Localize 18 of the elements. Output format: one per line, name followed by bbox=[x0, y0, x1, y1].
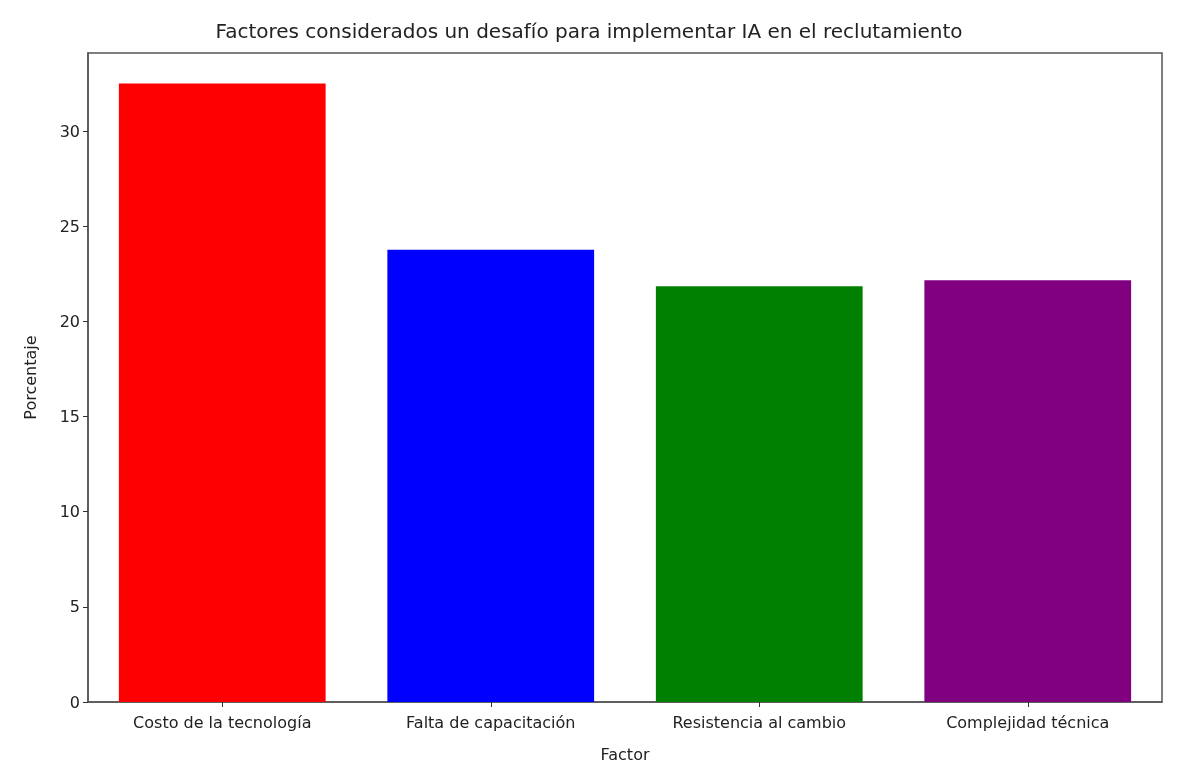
x-tick-label: Costo de la tecnología bbox=[133, 712, 312, 732]
chart-title: Factores considerados un desafío para implementar IA en el reclutamiento bbox=[215, 19, 963, 43]
x-tick-label: Complejidad técnica bbox=[946, 712, 1110, 732]
x-axis-title: Factor bbox=[600, 744, 650, 764]
y-tick-label: 0 bbox=[69, 692, 80, 712]
bar bbox=[924, 280, 1132, 702]
bar bbox=[655, 286, 863, 702]
y-tick-label: 10 bbox=[59, 502, 80, 522]
y-tick-label: 20 bbox=[59, 311, 80, 331]
y-tick-label: 15 bbox=[59, 407, 80, 427]
x-tick-label: Resistencia al cambio bbox=[672, 712, 847, 732]
y-tick-label: 30 bbox=[59, 121, 80, 141]
y-tick-label: 25 bbox=[59, 216, 80, 236]
y-tick-label: 5 bbox=[69, 597, 80, 617]
bar bbox=[118, 83, 326, 702]
x-tick-label: Falta de capacitación bbox=[406, 712, 576, 732]
y-axis-title: Porcentaje bbox=[20, 335, 40, 420]
bar bbox=[387, 249, 595, 702]
